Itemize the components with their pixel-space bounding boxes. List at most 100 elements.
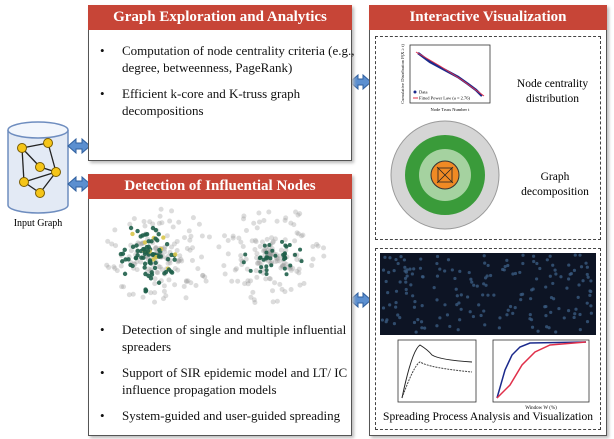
decor-dot — [411, 272, 414, 275]
decor-dot — [484, 276, 487, 279]
decor-dot — [259, 265, 263, 269]
decor-dot — [518, 271, 521, 274]
decor-dot — [153, 276, 158, 281]
decor-dot — [481, 293, 484, 296]
decor-dot — [161, 235, 165, 239]
decor-dot — [559, 275, 562, 278]
decor-dot — [580, 265, 583, 268]
decor-dot — [204, 279, 209, 284]
decor-dot — [509, 305, 512, 308]
decor-dot — [264, 251, 268, 255]
decor-dot — [405, 292, 408, 295]
decor-dot — [200, 273, 205, 278]
decor-dot — [514, 306, 517, 309]
decor-dot — [191, 215, 196, 220]
decor-dot — [545, 325, 548, 328]
decor-dot — [298, 248, 302, 252]
decor-dot — [146, 249, 150, 253]
decor-dot — [172, 241, 177, 246]
decor-dot — [565, 287, 568, 290]
decor-dot — [150, 222, 155, 227]
decor-dot — [258, 270, 262, 274]
decor-dot — [574, 253, 577, 256]
decor-dot — [112, 227, 117, 232]
decor-dot — [173, 252, 177, 256]
decor-dot — [193, 283, 198, 288]
decor-dot — [577, 296, 580, 299]
decor-dot — [438, 267, 441, 270]
decor-dot — [216, 244, 221, 249]
decor-dot — [535, 277, 538, 280]
decor-dot — [435, 262, 438, 265]
decor-dot — [528, 317, 531, 320]
decor-dot — [404, 277, 407, 280]
decor-dot — [394, 301, 397, 304]
decomposition-illustration — [391, 121, 499, 229]
decor-dot — [309, 263, 314, 268]
decor-dot — [396, 313, 399, 316]
decor-dot — [419, 267, 422, 270]
decor-dot — [420, 320, 423, 323]
decor-dot — [300, 233, 305, 238]
decor-dot — [529, 313, 532, 316]
decor-dot — [567, 263, 570, 266]
decor-dot — [169, 208, 174, 213]
decor-dot — [256, 261, 261, 266]
decor-dot — [197, 222, 202, 227]
decor-dot — [264, 264, 268, 268]
decor-dot — [172, 258, 176, 262]
decor-dot — [382, 306, 385, 309]
decor-dot — [250, 290, 255, 295]
decor-dot — [483, 262, 486, 265]
decor-dot — [573, 316, 576, 319]
decor-dot — [551, 282, 554, 285]
decor-dot — [486, 294, 489, 297]
decor-dot — [265, 272, 269, 276]
decor-dot — [579, 328, 582, 331]
decor-dot — [404, 281, 407, 284]
decor-dot — [121, 284, 126, 289]
decor-dot — [453, 277, 456, 280]
decor-dot — [584, 262, 587, 265]
decor-dot — [241, 216, 246, 221]
decor-dot — [190, 245, 195, 250]
decor-dot — [408, 268, 411, 271]
legend-entry: Data — [419, 90, 428, 95]
decor-dot — [283, 215, 288, 220]
decor-dot — [268, 276, 273, 281]
decor-dot — [166, 277, 171, 282]
decor-dot — [270, 249, 274, 253]
decor-dot — [141, 295, 146, 300]
decor-dot — [275, 299, 280, 304]
decor-dot — [421, 275, 424, 278]
decor-dot — [413, 306, 416, 309]
decor-dot — [388, 303, 391, 306]
decor-dot — [386, 291, 389, 294]
decor-dot — [221, 263, 226, 268]
decor-dot — [169, 253, 173, 257]
decor-dot — [292, 238, 297, 243]
decor-dot — [280, 240, 284, 244]
decor-dot — [282, 289, 287, 294]
decor-dot — [413, 321, 416, 324]
decor-dot — [152, 300, 157, 305]
decor-dot — [388, 256, 391, 259]
decor-dot — [511, 272, 514, 275]
decor-dot — [543, 305, 546, 308]
decor-dot — [254, 268, 259, 273]
decor-dot — [263, 276, 268, 281]
decor-dot — [574, 308, 577, 311]
decor-dot — [142, 223, 147, 228]
decor-dot — [255, 225, 260, 230]
decor-dot — [187, 238, 192, 243]
decor-dot — [142, 247, 146, 251]
decor-dot — [310, 244, 315, 249]
decor-dot — [479, 314, 482, 317]
decor-dot — [399, 255, 402, 258]
decor-dot — [538, 267, 541, 270]
decor-dot — [446, 313, 449, 316]
decor-dot — [123, 257, 127, 261]
decor-dot — [172, 282, 177, 287]
decor-dot — [130, 264, 134, 268]
decor-dot — [266, 256, 270, 260]
